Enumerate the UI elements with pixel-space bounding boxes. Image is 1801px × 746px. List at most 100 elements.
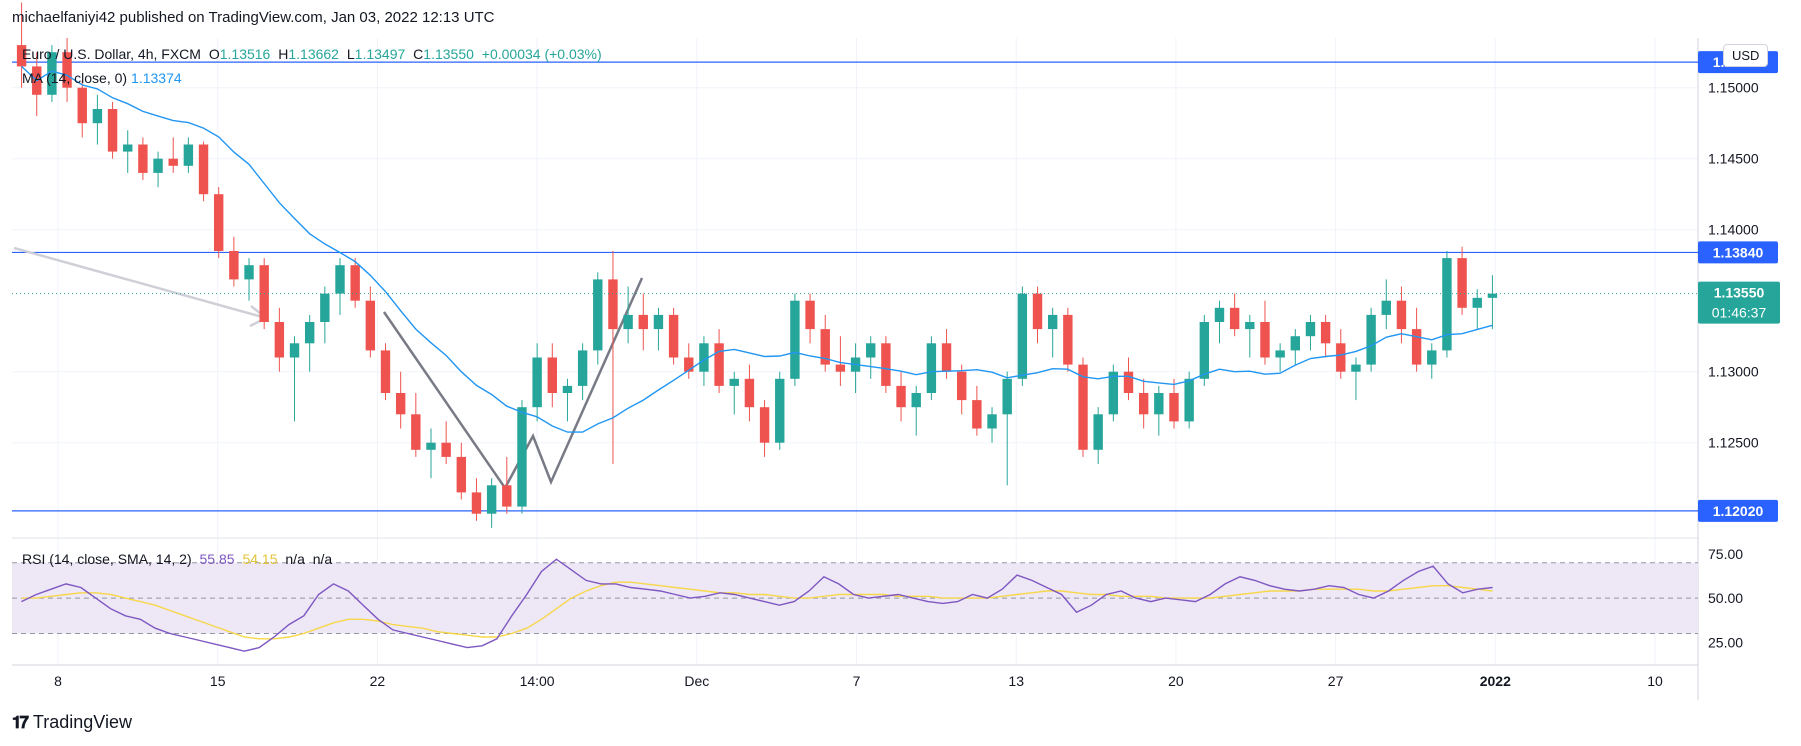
candle[interactable] (441, 442, 451, 457)
candle[interactable] (668, 314, 679, 358)
candle[interactable] (304, 322, 315, 344)
rsi-legend[interactable]: RSI (14, close, SMA, 14, 2) 55.85 54.15 … (22, 551, 336, 567)
candle[interactable] (987, 414, 997, 429)
candle[interactable] (623, 314, 633, 330)
arrow-drawing[interactable] (13, 246, 267, 320)
candle[interactable] (1487, 293, 1498, 298)
candle[interactable] (941, 343, 952, 372)
candle[interactable] (47, 52, 57, 95)
horizontal-lines[interactable] (12, 61, 1698, 512)
candle[interactable] (16, 45, 27, 67)
candle[interactable] (1381, 300, 1391, 315)
candle[interactable] (820, 329, 830, 365)
candle[interactable] (1245, 322, 1255, 330)
candle[interactable] (1214, 307, 1225, 322)
candle[interactable] (608, 279, 618, 330)
candle[interactable] (1078, 364, 1088, 450)
candle[interactable] (759, 407, 770, 443)
candle[interactable] (1472, 297, 1482, 308)
candle[interactable] (1002, 378, 1012, 415)
candle[interactable] (562, 385, 573, 393)
candle[interactable] (1305, 322, 1316, 337)
candle[interactable] (350, 265, 360, 301)
candle[interactable] (335, 265, 345, 294)
candle[interactable] (1199, 322, 1210, 379)
candle[interactable] (1154, 393, 1164, 415)
candle[interactable] (77, 87, 87, 124)
candle[interactable] (1169, 393, 1179, 422)
candle[interactable] (411, 414, 421, 450)
candle[interactable] (593, 279, 603, 351)
candle[interactable] (926, 343, 937, 393)
candle[interactable] (1411, 329, 1422, 365)
ma-legend[interactable]: MA (14, close, 0) 1.13374 (22, 70, 186, 86)
candle[interactable] (957, 371, 967, 401)
candle[interactable] (138, 144, 148, 173)
candle[interactable] (1351, 364, 1361, 372)
candle[interactable] (1138, 393, 1149, 415)
candle[interactable] (729, 378, 739, 386)
candle[interactable] (214, 194, 224, 251)
candle[interactable] (365, 300, 376, 351)
candle[interactable] (1229, 307, 1240, 330)
candle[interactable] (653, 314, 664, 330)
candle[interactable] (1260, 322, 1270, 358)
candle[interactable] (517, 407, 527, 507)
candle[interactable] (183, 144, 194, 166)
candle[interactable] (502, 485, 512, 507)
candle[interactable] (395, 393, 406, 415)
candle[interactable] (486, 485, 497, 514)
candle[interactable] (638, 314, 648, 330)
candle[interactable] (896, 385, 906, 408)
candle[interactable] (1290, 336, 1300, 351)
candle[interactable] (471, 492, 482, 514)
candle[interactable] (881, 343, 891, 386)
candle[interactable] (1093, 414, 1103, 450)
candle[interactable] (684, 357, 694, 372)
candle[interactable] (1108, 371, 1119, 415)
candle[interactable] (835, 364, 846, 372)
candle[interactable] (1442, 258, 1452, 351)
ma-line[interactable] (21, 65, 1493, 433)
candle[interactable] (1366, 314, 1376, 365)
candle[interactable] (972, 400, 982, 429)
candle[interactable] (577, 350, 588, 386)
candle[interactable] (1336, 343, 1346, 372)
candle[interactable] (244, 265, 254, 280)
candle[interactable] (380, 350, 391, 393)
candle[interactable] (1063, 314, 1073, 365)
candle[interactable] (123, 144, 133, 152)
candle[interactable] (1032, 293, 1043, 330)
candle[interactable] (456, 456, 467, 493)
candle[interactable] (229, 251, 239, 280)
candle[interactable] (744, 378, 755, 408)
tradingview-logo[interactable]: 𝟏𝟕 TradingView (12, 712, 132, 733)
candle[interactable] (1123, 371, 1134, 393)
candle[interactable] (1396, 300, 1407, 330)
candle[interactable] (547, 357, 557, 394)
candle[interactable] (790, 300, 800, 379)
candle[interactable] (153, 158, 163, 173)
candle[interactable] (62, 52, 72, 88)
candle[interactable] (107, 109, 118, 152)
candle[interactable] (426, 442, 436, 450)
candle[interactable] (532, 357, 542, 408)
candle[interactable] (714, 343, 724, 386)
price-pane[interactable] (12, 38, 1698, 538)
candle[interactable] (1184, 378, 1194, 422)
candle[interactable] (775, 378, 785, 443)
candle[interactable] (198, 144, 209, 195)
candle[interactable] (1320, 322, 1331, 344)
symbol-legend[interactable]: Euro / U.S. Dollar, 4h, FXCM O1.13516 H1… (22, 46, 606, 62)
currency-button[interactable]: USD (1723, 44, 1769, 67)
candle[interactable] (911, 393, 921, 408)
candle[interactable] (1017, 293, 1028, 379)
candle[interactable] (1457, 258, 1467, 308)
rsi-line[interactable] (21, 558, 1493, 652)
candle[interactable] (274, 322, 285, 358)
candle[interactable] (1427, 350, 1437, 365)
rsi-sma-line[interactable] (21, 581, 1493, 640)
candle[interactable] (866, 343, 876, 358)
candle[interactable] (92, 109, 103, 124)
